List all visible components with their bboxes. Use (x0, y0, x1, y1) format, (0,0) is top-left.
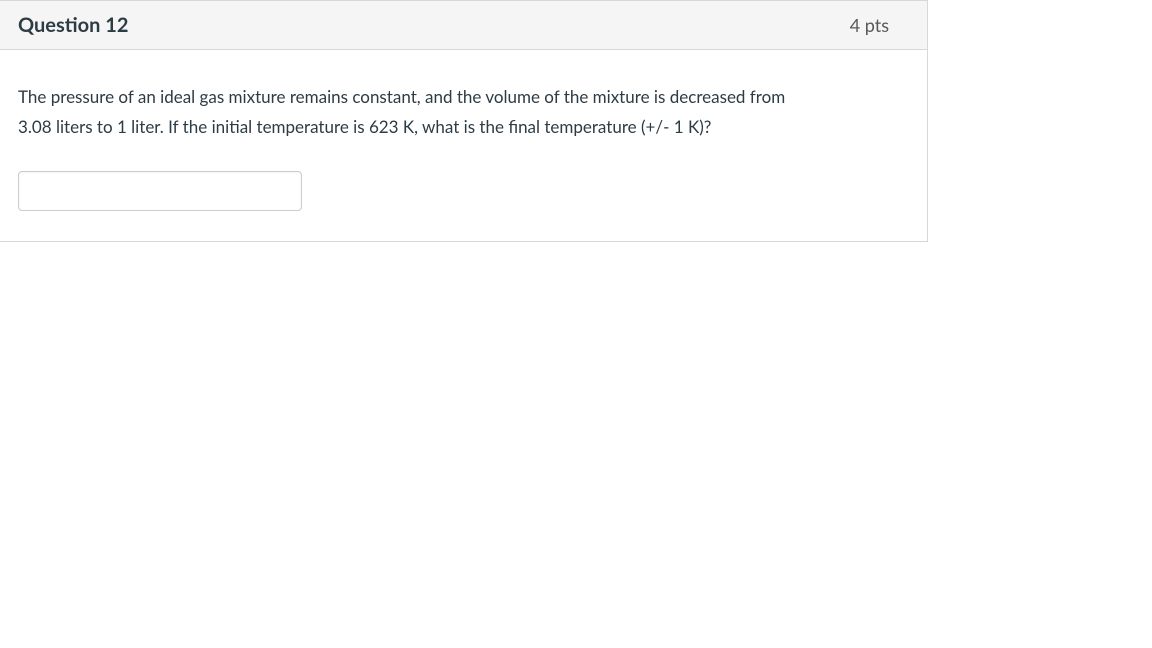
question-points: 4 pts (850, 14, 909, 36)
question-header: Question 12 4 pts (0, 1, 927, 50)
answer-input[interactable] (18, 171, 302, 211)
question-text-line-1: The pressure of an ideal gas mixture rem… (18, 84, 909, 110)
question-title: Question 12 (18, 13, 128, 37)
question-body: The pressure of an ideal gas mixture rem… (0, 50, 927, 241)
question-card: Question 12 4 pts The pressure of an ide… (0, 0, 928, 242)
question-text-line-2: 3.08 liters to 1 liter. If the initial t… (18, 114, 909, 140)
